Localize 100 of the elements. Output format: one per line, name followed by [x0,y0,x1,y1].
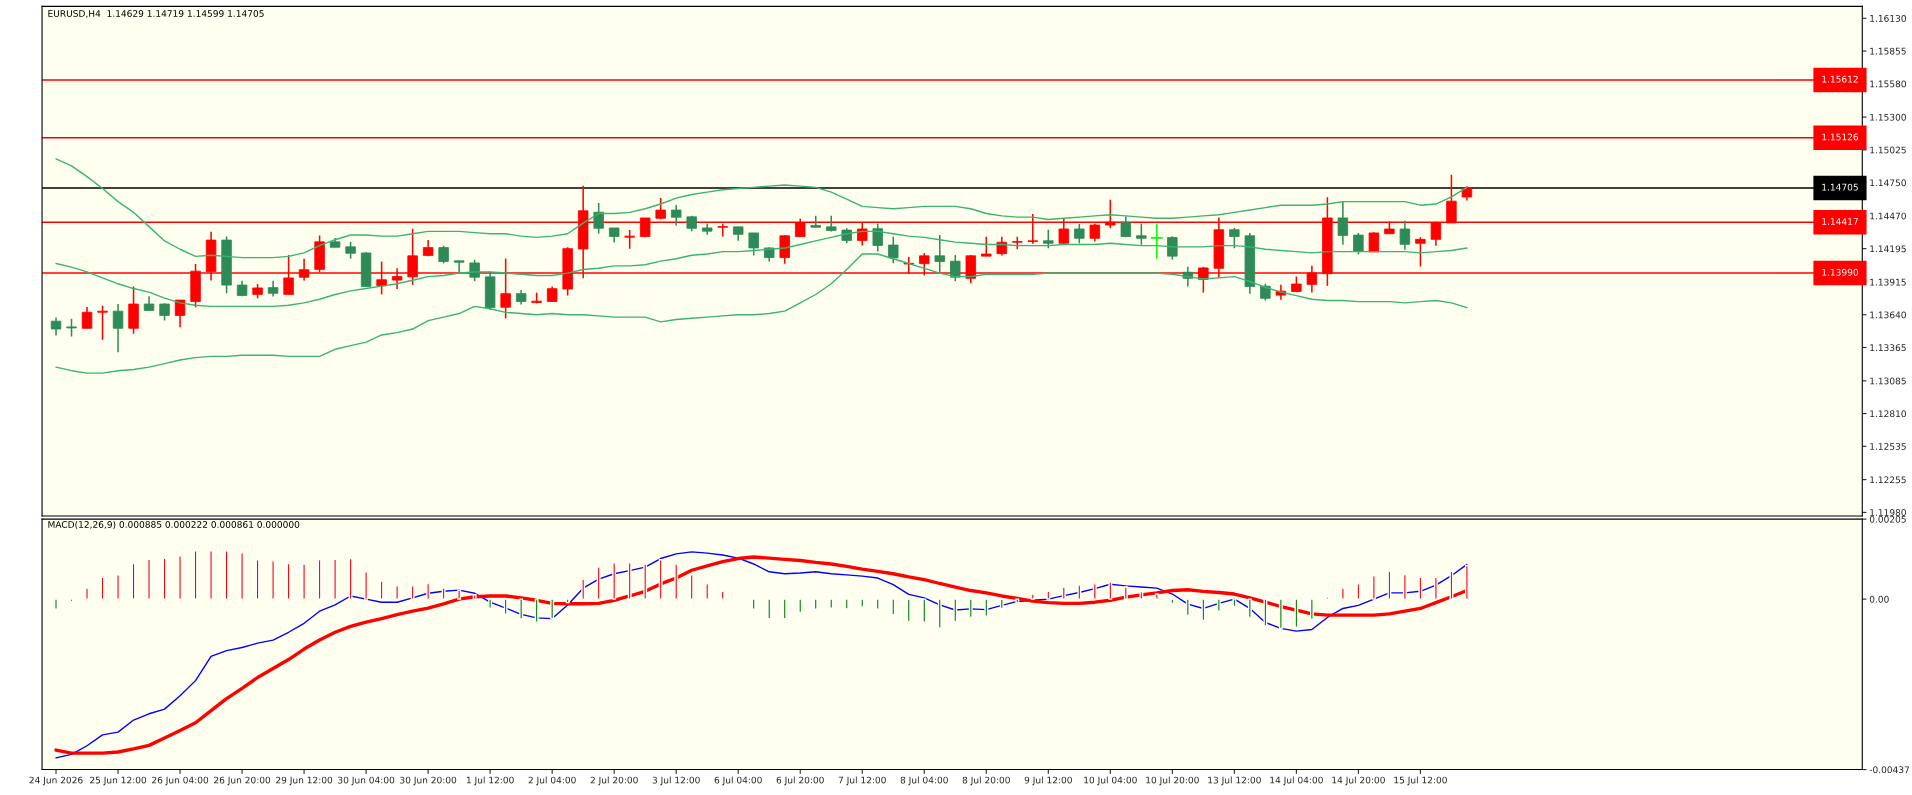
y-tick-label: 1.11980 [1870,509,1906,516]
bar [147,558,151,600]
bar [69,598,74,603]
bar [1108,581,1113,600]
bar [364,571,369,600]
x-tick-label: 9 Jul 12:00 [1024,776,1072,786]
candlestick [81,306,93,330]
y-tick-label: 1.13365 [1870,344,1906,352]
bar [953,598,958,623]
x-tick-label: 26 Jun 04:00 [152,776,209,786]
y-tick-label: 0.00 [1869,595,1889,603]
bar [922,598,927,623]
candlestick [934,234,945,273]
y-tick-label: 0.00205 [1869,515,1906,523]
x-tick-label: 26 Jun 20:00 [214,776,271,786]
bar [550,598,555,620]
bar [348,557,353,600]
bar [720,590,725,600]
bar [255,559,260,600]
bar [875,598,880,610]
bar [1263,598,1268,627]
candlestick [1399,220,1411,251]
bar [519,598,524,620]
x-tick-label: 25 Jun 12:00 [90,776,147,786]
bar [658,559,663,600]
bar [581,578,586,600]
bar [1340,587,1345,600]
y-tick-label: 1.12255 [1870,476,1906,484]
bar [271,560,276,600]
candlestick [670,204,682,227]
x-tick-label: 8 Jul 04:00 [900,776,948,786]
bar [317,559,322,600]
bar [457,589,462,600]
bar [1387,570,1392,600]
candlestick [112,303,124,354]
x-tick-label: 2 Jul 04:00 [528,776,576,786]
y-tick-label: 1.14195 [1870,245,1906,253]
y-tick-label: 1.15025 [1870,146,1906,154]
bar [1170,598,1175,605]
bar [1247,598,1252,619]
bar [1201,598,1206,622]
bar [612,562,617,600]
bar [1449,570,1454,600]
x-tick-label: 10 Jul 20:00 [1146,776,1199,786]
bar [596,566,601,600]
bar [1216,598,1221,612]
bar [782,598,787,620]
bar [705,583,710,600]
candlestick [1043,228,1054,250]
candlestick [950,254,961,282]
bar [1278,598,1283,630]
x-tick-label: 29 Jun 12:00 [276,776,333,786]
bar [1077,584,1082,600]
bar [302,563,307,600]
x-tick-label: 14 Jul 20:00 [1332,776,1385,786]
candlestick [174,299,186,329]
bar [829,598,834,609]
bar [178,555,182,600]
y-tick-label: 1.14750 [1870,179,1906,187]
x-tick-label: 7 Jul 12:00 [838,776,886,786]
y-tick-label: 1.12535 [1870,443,1906,450]
bar [441,587,446,600]
chart-title: EURUSD,H4 1.14629 1.14719 1.14599 1.14705 [48,10,264,18]
y-tick-label: 1.12810 [1870,410,1906,418]
bar [627,562,632,600]
bar [1371,575,1376,600]
ref-line-label: 1.15612 [1822,75,1858,83]
candlestick [593,202,604,235]
bar [984,598,989,617]
candlestick [826,215,837,233]
bar [906,598,911,623]
candlestick [1415,236,1426,268]
candlestick [1229,227,1240,250]
x-tick-label: 1 Jul 12:00 [466,776,514,786]
candlestick [872,222,883,253]
bar [751,598,756,610]
bar [395,585,400,600]
bar [503,598,508,616]
candlestick [453,260,465,273]
candlestick [624,229,635,250]
bar [1309,598,1314,621]
x-tick-label: 6 Jul 20:00 [776,776,824,786]
bar [209,550,213,600]
bar [240,551,245,600]
bar [643,563,648,600]
bar [116,574,120,600]
bar [1185,598,1190,617]
bar [224,550,229,600]
x-tick-label: 13 Jul 12:00 [1208,776,1261,786]
y-tick-label: -0.00437 [1869,766,1910,774]
y-tick-label: 1.15855 [1870,47,1906,55]
bar [54,598,58,610]
bar [937,598,942,629]
candlestick [97,305,108,341]
bar [286,562,291,600]
bar [891,598,896,616]
candlestick [748,232,759,257]
bar [674,563,679,600]
bar [968,598,973,619]
bar [999,598,1004,610]
